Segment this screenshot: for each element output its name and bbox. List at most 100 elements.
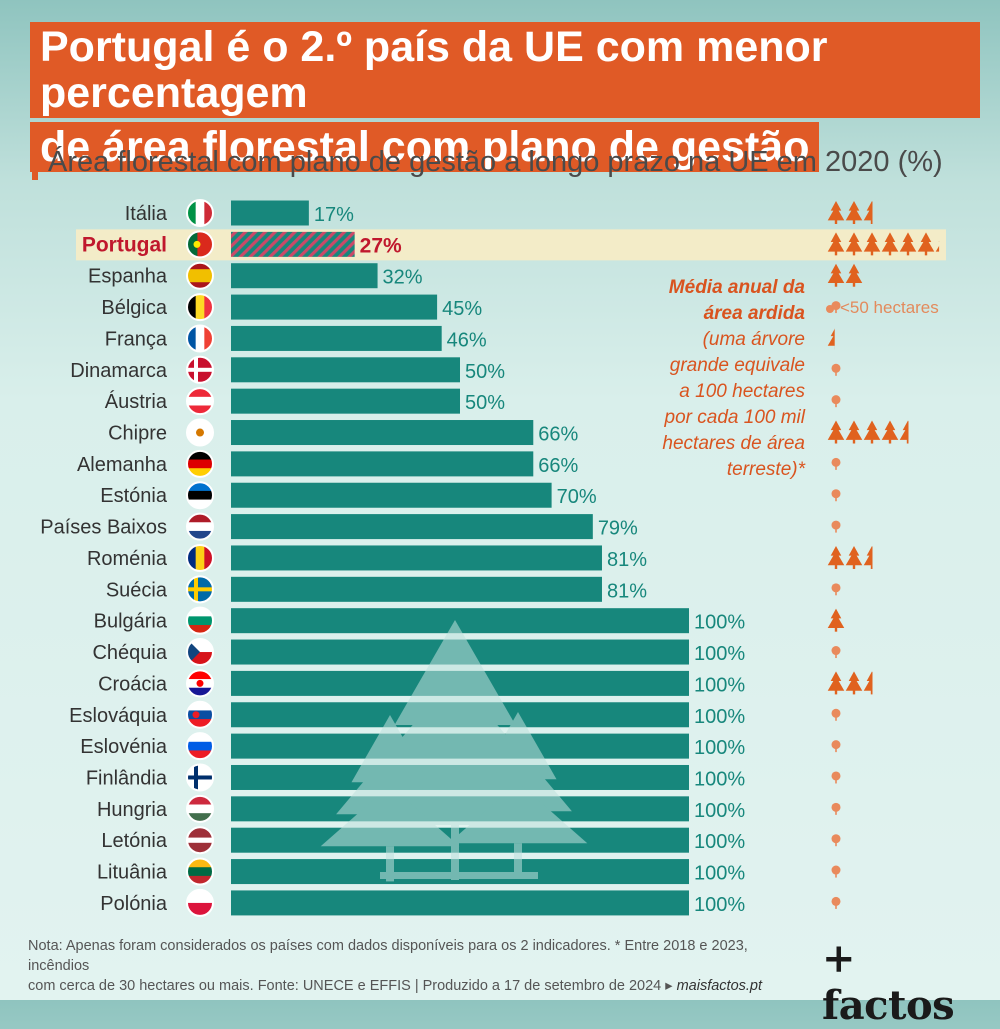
partial-tree-icon [935, 241, 940, 252]
partial-tree-icon [827, 328, 835, 346]
tree-icon [827, 420, 845, 444]
data-label: 100% [694, 737, 745, 759]
flag-icon-hu [186, 794, 214, 823]
small-tree-icon [831, 771, 841, 784]
tree-icon [899, 232, 917, 256]
small-tree-icon [831, 834, 841, 847]
bar-pl [231, 890, 689, 916]
flag-icon-nl [186, 512, 214, 541]
decorative-ground [380, 872, 538, 879]
tree-icon [881, 420, 899, 444]
data-label: 81% [607, 580, 647, 602]
data-label: 32% [383, 267, 423, 289]
note-head-2: área ardida [703, 303, 805, 324]
small-tree-icon [831, 489, 841, 502]
data-label: 50% [465, 361, 505, 383]
flag-icon-si [186, 732, 214, 761]
bar-dk [231, 357, 460, 383]
category-label: Roménia [87, 548, 168, 570]
tree-icon [845, 201, 863, 224]
small-tree-icon [826, 304, 834, 313]
small-tree-icon [831, 802, 841, 815]
small-tree-legend-label: <50 hectares [840, 298, 939, 317]
small-tree-icon [831, 363, 841, 376]
chart-title: Portugal é o 2.º país da UE com menor pe… [30, 22, 980, 176]
data-label: 100% [694, 706, 745, 728]
flag-icon-lt [186, 857, 214, 886]
note-line: (uma árvore [702, 329, 805, 350]
bar-chart: Itália 17% Portugal 27% Espanha 32% Bélgica 45%… [40, 199, 946, 917]
flag-icon-be [186, 293, 214, 322]
data-label: 100% [694, 612, 745, 634]
partial-tree-icon [863, 201, 873, 224]
bar-se [231, 576, 602, 602]
category-label: Estónia [100, 485, 168, 507]
tree-icon [827, 232, 845, 256]
flag-icon-sk [186, 700, 214, 729]
small-tree-icon [831, 865, 841, 878]
note-line: por cada 100 mil [664, 407, 805, 428]
category-label: Eslovénia [80, 736, 168, 758]
data-label: 100% [694, 768, 745, 790]
small-tree-icon [831, 583, 841, 596]
flag-icon-bg [186, 606, 214, 635]
data-label: 50% [465, 392, 505, 414]
note-line: a 100 hectares [679, 381, 805, 402]
small-tree-icon [831, 457, 841, 470]
category-label: Países Baixos [40, 517, 167, 539]
data-label: 100% [694, 831, 745, 853]
data-label: 45% [442, 298, 482, 320]
data-label: 81% [607, 549, 647, 571]
flag-icon-es [186, 261, 214, 290]
footnote-line-1: Nota: Apenas foram considerados os paíse… [28, 938, 748, 974]
highlight-band [76, 229, 946, 261]
flag-icon-cy [186, 418, 214, 447]
chart-subtitle: Área florestal com plano de gestão a lon… [32, 144, 943, 180]
category-label: Croácia [98, 673, 168, 695]
bar-nl [231, 514, 593, 540]
category-label: Espanha [88, 266, 168, 288]
category-label: Lituânia [97, 862, 168, 884]
category-label: Chéquia [92, 642, 167, 664]
decorative-tree-icon [448, 712, 588, 879]
tree-icon [827, 545, 845, 569]
bar-be [231, 294, 438, 320]
partial-tree-icon [899, 420, 909, 444]
note-line: grande equivale [669, 355, 805, 376]
decorative-tree-icon [320, 715, 460, 882]
small-tree-icon [831, 520, 841, 533]
data-label: 79% [598, 518, 638, 540]
tree-icon [827, 201, 845, 224]
category-label: França [105, 328, 168, 350]
footnote: Nota: Apenas foram considerados os paíse… [28, 936, 808, 996]
category-label: Polónia [100, 893, 168, 915]
category-label: Eslováquia [69, 705, 168, 727]
bar-lt [231, 859, 689, 885]
data-label: 100% [694, 863, 745, 885]
partial-tree-icon [863, 671, 873, 695]
data-label: 17% [314, 204, 354, 226]
tree-icon [845, 545, 863, 569]
note-line: hectares de área [662, 433, 805, 454]
burned-area-note: Média anual da área ardida (uma árvore g… [640, 275, 805, 483]
bar-es [231, 263, 378, 289]
category-label: Bulgária [94, 611, 168, 633]
note-head-1: Média anual da [668, 277, 805, 298]
flag-icon-cz [186, 638, 214, 667]
data-label: 100% [694, 674, 745, 696]
flag-icon-pl [186, 888, 214, 917]
category-label: Áustria [105, 390, 168, 413]
bar-fr [231, 325, 442, 351]
data-label: 100% [694, 894, 745, 916]
title-line-2: de área florestal com plano de gestão [30, 122, 820, 172]
data-label: 70% [557, 486, 597, 508]
tree-icon [827, 671, 845, 695]
flag-icon-hr [186, 669, 214, 698]
flag-icon-dk [186, 355, 214, 384]
small-tree-icon [831, 395, 841, 408]
tree-icon [827, 608, 845, 632]
category-label: Dinamarca [70, 360, 168, 382]
tree-icon [827, 263, 845, 287]
note-line: terreste)* [726, 459, 805, 480]
tree-icon [845, 671, 863, 695]
